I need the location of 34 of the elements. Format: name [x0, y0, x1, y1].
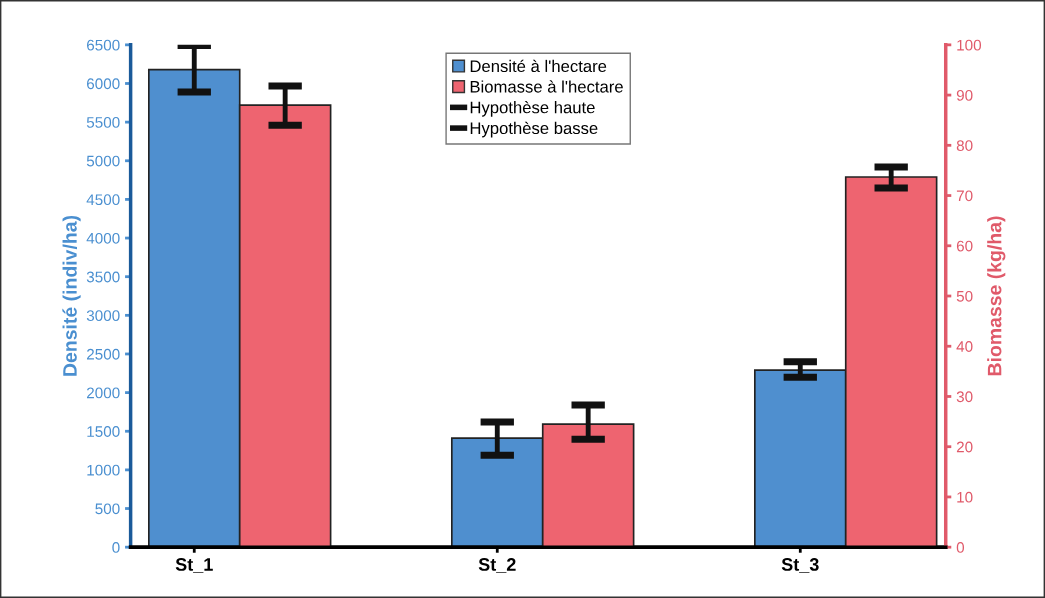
y-tick-label: 2000: [86, 387, 120, 399]
y2-tick-label: 70: [956, 190, 973, 202]
y2-tick-label: 10: [957, 491, 973, 503]
x-tick-label: St_3: [781, 558, 819, 573]
y2-tick-label: 40: [956, 341, 973, 352]
y2-tick-label: 20: [956, 441, 973, 453]
y-tick-label: 5000: [86, 155, 120, 167]
y2-tick-label: 60: [956, 240, 973, 252]
y2-tick-label: 90: [956, 89, 973, 101]
y-tick-label: 4000: [86, 232, 120, 244]
legend-label: Hypothèse basse: [470, 121, 598, 138]
y-tick-label: 1500: [87, 426, 120, 437]
y-tick-label: 1000: [87, 464, 120, 476]
x-tick-label: St_1: [175, 558, 213, 573]
y-tick-label: 6500: [87, 39, 120, 51]
legend-label: Hypothèse haute: [470, 100, 595, 117]
y-tick-label: 6000: [87, 78, 120, 90]
legend-label: Densité à l'hectare: [470, 59, 607, 73]
y2-tick-label: 50: [956, 290, 973, 302]
y2-tick-label: 30: [956, 391, 973, 403]
y2-axis-title: Biomasse (kg/ha): [987, 216, 1006, 376]
y-tick-label: 500: [95, 503, 120, 515]
y-tick-label: 5500: [86, 117, 120, 128]
y-tick-label: 2500: [86, 348, 120, 360]
y-axis-title: Densité (indiv/ha): [62, 215, 81, 376]
y2-tick-label: 80: [956, 140, 973, 151]
y2-tick-label: 100: [957, 39, 982, 51]
y-tick-label: 3500: [86, 271, 120, 283]
y-tick-label: 3000: [86, 310, 120, 322]
y2-tick-label: 0: [956, 542, 965, 553]
y-tick-label: 4500: [86, 194, 120, 206]
legend-label: Biomasse à l'hectare: [470, 80, 623, 93]
y-tick-label: 0: [112, 542, 120, 553]
x-tick-label: St_2: [478, 558, 516, 573]
